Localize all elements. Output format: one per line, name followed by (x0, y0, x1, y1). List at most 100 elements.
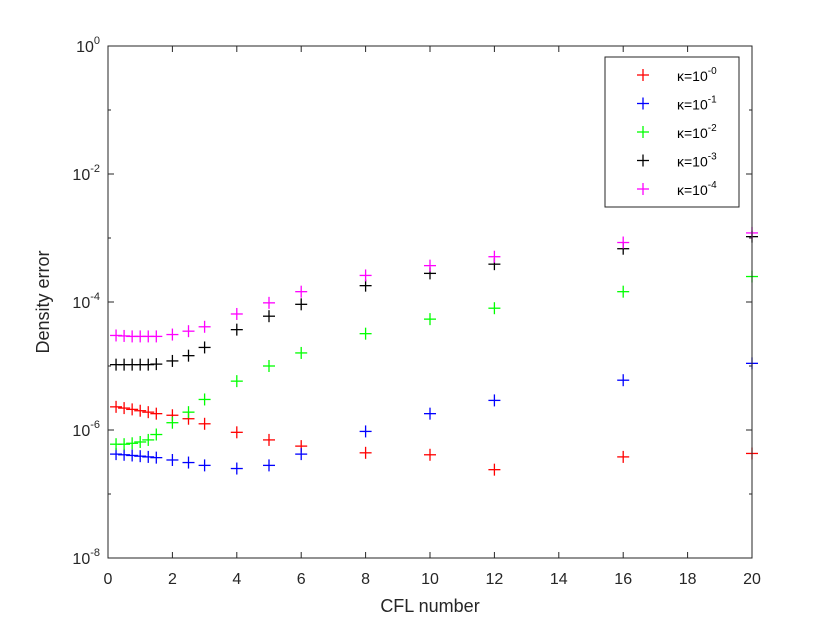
data-point (142, 433, 155, 446)
legend-item: κ=10-2 (637, 123, 717, 141)
data-point (359, 279, 372, 292)
legend-item: κ=10-3 (637, 152, 717, 170)
data-point (126, 437, 139, 450)
data-point (134, 450, 147, 463)
data-point (424, 259, 436, 272)
series-4 (110, 226, 758, 343)
data-point (150, 407, 163, 420)
series-2 (110, 270, 758, 451)
legend-label: κ=10-3 (677, 152, 717, 170)
legend-label: κ=10-4 (677, 180, 717, 198)
data-point (295, 346, 308, 359)
data-point (150, 428, 163, 441)
data-point (424, 407, 436, 420)
data-point (126, 403, 139, 416)
x-tick-label: 14 (550, 571, 568, 588)
y-tick-label: 10-8 (72, 547, 100, 568)
data-point (230, 462, 243, 475)
data-point (424, 448, 436, 461)
data-point (150, 358, 163, 371)
data-point (166, 416, 179, 429)
data-point (230, 426, 243, 439)
y-tick-labels: 10-8 10-6 10-4 10-2 100 (72, 35, 100, 568)
data-point (359, 425, 372, 438)
legend-item: κ=10-1 (637, 95, 717, 113)
data-point (230, 307, 243, 320)
y-tick-label: 100 (76, 35, 100, 56)
data-point (198, 320, 211, 333)
data-point (359, 446, 372, 459)
data-point (263, 433, 275, 446)
data-point (488, 394, 501, 407)
data-point (142, 450, 155, 463)
data-point (488, 463, 501, 476)
data-point (198, 393, 211, 406)
x-tick-label: 20 (743, 571, 761, 588)
data-point (126, 449, 139, 462)
data-point (134, 404, 147, 417)
x-tick-label: 18 (679, 571, 697, 588)
data-point (263, 360, 275, 372)
data-point (295, 448, 308, 461)
data-point (295, 285, 308, 298)
data-point (166, 354, 179, 367)
data-point (150, 330, 163, 343)
data-point (198, 417, 211, 430)
data-point (118, 438, 131, 451)
x-tick-label: 12 (486, 571, 504, 588)
series-3 (110, 230, 758, 371)
x-tick-label: 16 (614, 571, 632, 588)
data-points (110, 226, 758, 476)
legend-marker (637, 154, 649, 167)
y-tick-label: 10-6 (72, 419, 100, 440)
data-point (488, 302, 501, 315)
data-point (617, 285, 630, 298)
data-point (488, 250, 501, 263)
data-point (359, 269, 372, 282)
x-tick-labels: 0 2 4 6 8 10 12 14 16 18 20 (104, 571, 761, 588)
data-point (617, 236, 630, 249)
legend-item: κ=10-0 (637, 66, 717, 84)
legend-marker (637, 69, 649, 81)
x-axis-title: CFL number (380, 596, 479, 616)
data-point (617, 374, 630, 387)
data-point (166, 453, 179, 466)
legend-label: κ=10-2 (677, 123, 717, 141)
data-point (230, 375, 243, 388)
plot-frame (107, 45, 753, 559)
y-tick-label: 10-4 (72, 291, 100, 312)
legend-marker (637, 183, 649, 195)
data-point (166, 328, 179, 341)
data-point (198, 341, 211, 354)
data-point (230, 323, 243, 336)
y-tick-label: 10-2 (72, 163, 100, 184)
x-tick-label: 2 (168, 571, 177, 588)
legend-marker (637, 97, 649, 110)
legend-label: κ=10-0 (677, 66, 717, 84)
x-tick-label: 10 (421, 571, 439, 588)
data-point (263, 296, 275, 309)
data-point (182, 406, 195, 419)
x-tick-label: 8 (361, 571, 370, 588)
data-point (142, 406, 155, 419)
legend-label: κ=10-1 (677, 95, 717, 113)
data-point (110, 400, 123, 413)
data-point (134, 435, 147, 448)
x-tick-label: 4 (232, 571, 241, 588)
legend-marker (637, 126, 649, 138)
data-point (198, 459, 211, 472)
data-point (118, 402, 131, 415)
data-point (263, 310, 275, 323)
x-tick-label: 0 (104, 571, 113, 588)
data-point (182, 456, 195, 469)
data-point (359, 327, 372, 340)
legend: κ=10-0 κ=10-1 κ=10-2 κ=10-3 κ=10-4 (604, 56, 740, 208)
data-point (182, 325, 195, 338)
data-point (118, 448, 131, 461)
data-point (263, 459, 275, 472)
series-1 (110, 357, 758, 475)
y-axis-title: Density error (33, 250, 53, 353)
data-point (424, 313, 436, 326)
legend-item: κ=10-4 (637, 180, 717, 198)
